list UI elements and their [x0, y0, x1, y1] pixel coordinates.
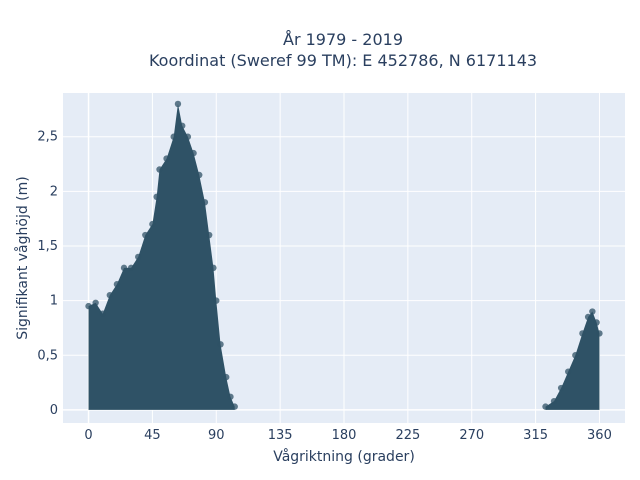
- x-tick-label: 0: [84, 428, 92, 443]
- y-tick-label: 0,5: [37, 348, 58, 363]
- data-point: [542, 403, 549, 410]
- data-point: [85, 302, 92, 310]
- data-point: [156, 166, 163, 173]
- data-point: [217, 341, 224, 348]
- data-point: [584, 313, 592, 321]
- data-point: [227, 393, 234, 400]
- x-tick-label: 225: [395, 428, 420, 443]
- data-point: [205, 231, 213, 239]
- data-point: [113, 281, 121, 288]
- data-point: [184, 133, 192, 140]
- x-tick-labels: 0 45 90 135 180 225 270 315 360: [84, 428, 611, 443]
- data-point: [223, 373, 230, 381]
- grid-lines: [63, 93, 625, 423]
- data-point: [190, 149, 197, 157]
- data-point: [213, 297, 220, 304]
- y-tick-label: 1: [50, 294, 58, 309]
- data-point: [572, 352, 579, 359]
- data-point: [231, 403, 238, 410]
- data-point: [99, 310, 106, 317]
- data-point: [106, 291, 114, 299]
- chart-title-line1: År 1979 - 2019: [283, 30, 403, 49]
- y-axis-title: Signifikant våghöjd (m): [14, 176, 31, 339]
- data-point: [174, 100, 182, 108]
- data-point: [550, 397, 558, 405]
- data-point: [170, 133, 177, 140]
- data-point: [149, 220, 156, 228]
- y-tick-labels: 0 0,5 1 1,5 2 2,5: [37, 130, 58, 418]
- y-tick-label: 1,5: [37, 239, 58, 254]
- data-point: [135, 253, 142, 261]
- data-point: [142, 231, 149, 239]
- data-point: [153, 193, 160, 201]
- data-point: [210, 264, 217, 272]
- data-point: [596, 330, 603, 337]
- x-axis-title: Vågriktning (grader): [273, 448, 415, 465]
- data-point: [92, 299, 99, 307]
- y-tick-label: 2: [50, 184, 58, 199]
- main-cluster-envelope: [88, 103, 235, 410]
- data-point: [201, 199, 209, 206]
- x-tick-label: 180: [332, 428, 357, 443]
- data-point: [557, 384, 565, 392]
- x-tick-label: 135: [268, 428, 293, 443]
- data-point: [120, 264, 128, 272]
- x-tick-label: 90: [208, 428, 225, 443]
- data-point: [593, 319, 600, 326]
- x-tick-label: 315: [523, 428, 548, 443]
- data-point: [179, 122, 186, 129]
- chart-title-line2: Koordinat (Sweref 99 TM): E 452786, N 61…: [149, 51, 537, 70]
- data-points: [85, 100, 603, 410]
- y-tick-label: 2,5: [37, 130, 58, 145]
- data-point: [127, 264, 135, 272]
- x-tick-label: 45: [144, 428, 161, 443]
- data-point: [565, 368, 572, 375]
- x-tick-label: 360: [587, 428, 612, 443]
- y-tick-label: 0: [50, 403, 58, 418]
- x-tick-label: 270: [459, 428, 484, 443]
- data-point: [163, 155, 170, 162]
- data-point: [579, 330, 586, 337]
- data-point: [196, 171, 203, 179]
- data-point: [589, 308, 596, 315]
- secondary-cluster-envelope: [545, 311, 600, 410]
